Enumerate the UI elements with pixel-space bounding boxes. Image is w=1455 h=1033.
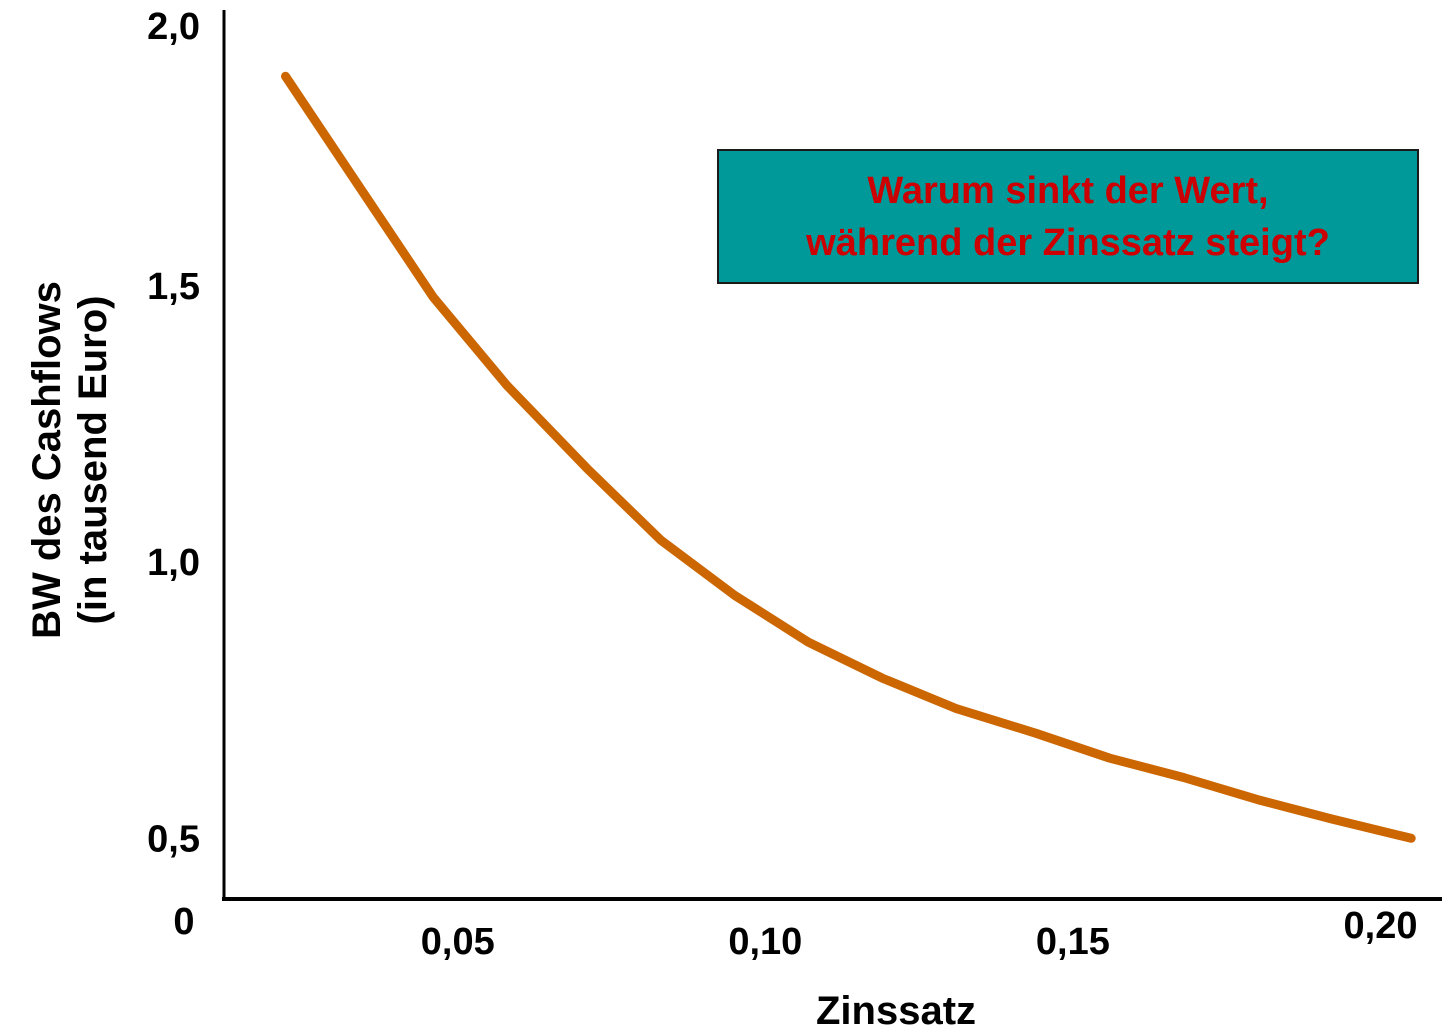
annotation-line-2: während der Zinssatz steigt? xyxy=(806,221,1330,264)
y-tick-label: 2,0 xyxy=(147,6,200,48)
x-tick-label: 0,05 xyxy=(421,921,495,963)
y-axis-title-line-2: (in tausend Euro) xyxy=(71,296,115,625)
y-tick-label: 0,5 xyxy=(147,818,200,860)
annotation-line-1: Warum sinkt der Wert, xyxy=(867,169,1269,212)
origin-label: 0 xyxy=(173,901,194,943)
x-tick-label: 0,20 xyxy=(1344,905,1418,947)
x-axis-title: Zinssatz xyxy=(816,989,976,1033)
y-axis-title-line-1: BW des Cashflows xyxy=(25,281,69,639)
y-tick-label: 1,5 xyxy=(147,266,200,308)
x-tick-label: 0,15 xyxy=(1036,921,1110,963)
annotation-box: Warum sinkt der Wert, während der Zinssa… xyxy=(717,149,1419,284)
x-tick-label: 0,10 xyxy=(728,921,802,963)
y-tick-label: 1,0 xyxy=(147,542,200,584)
series-line xyxy=(281,71,1416,843)
